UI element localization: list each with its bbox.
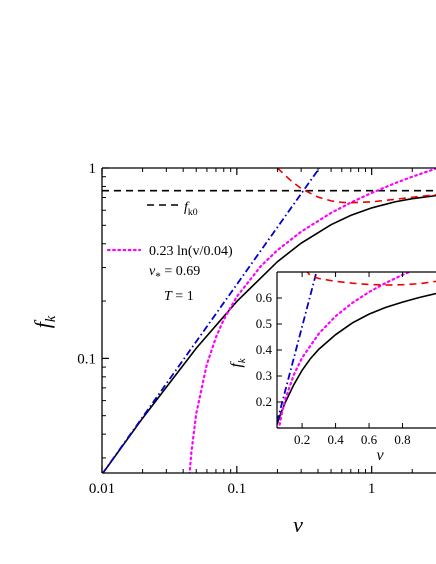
main-x-tick-label: 1 bbox=[368, 481, 376, 497]
inset-x-tick-label: 0.2 bbox=[294, 432, 310, 447]
main-series-linear bbox=[102, 168, 321, 473]
inset-x-tick-label: 0.6 bbox=[361, 432, 378, 447]
main-series-large-v bbox=[276, 168, 436, 204]
inset-x-tick-label: 0.8 bbox=[394, 432, 410, 447]
main-x-tick-label: 0.1 bbox=[227, 481, 246, 497]
legend: fk0 0.23 ln(v/0.04) v* = 0.69 T = 1 bbox=[106, 200, 233, 304]
inset-y-tick-label: 0.4 bbox=[256, 342, 273, 357]
inset-y-axis-title: fk bbox=[228, 358, 248, 367]
legend-label-fk0: fk0 bbox=[184, 200, 198, 218]
inset-y-tick-label: 0.3 bbox=[256, 368, 272, 383]
main-series-log bbox=[188, 168, 436, 473]
annotation-v-star: v* = 0.69 bbox=[149, 264, 200, 283]
inset-series-linear bbox=[277, 272, 318, 423]
annotation-temperature: T = 1 bbox=[164, 289, 194, 304]
main-y-tick-label: 1 bbox=[89, 161, 97, 177]
inset-y-tick-label: 0.5 bbox=[256, 316, 272, 331]
inset-y-tick-label: 0.2 bbox=[256, 394, 272, 409]
legend-label-log: 0.23 ln(v/0.04) bbox=[149, 244, 233, 259]
main-y-tick-label: 0.1 bbox=[77, 351, 96, 367]
main-x-axis-title: v bbox=[293, 512, 303, 537]
inset-series-exact bbox=[277, 292, 436, 425]
main-series-exact bbox=[102, 194, 436, 473]
main-y-axis-title: fk bbox=[30, 315, 59, 328]
inset-x-axis-title: v bbox=[376, 447, 384, 464]
inset-series-large-v bbox=[306, 272, 436, 286]
main-x-tick-label: 0.01 bbox=[89, 481, 115, 497]
inset-x-tick-label: 0.4 bbox=[327, 432, 344, 447]
inset-y-tick-label: 0.6 bbox=[256, 290, 273, 305]
inset-background bbox=[277, 272, 436, 428]
main-plot: 0.01 0.1 1 0.1 1 v fk bbox=[30, 161, 436, 537]
